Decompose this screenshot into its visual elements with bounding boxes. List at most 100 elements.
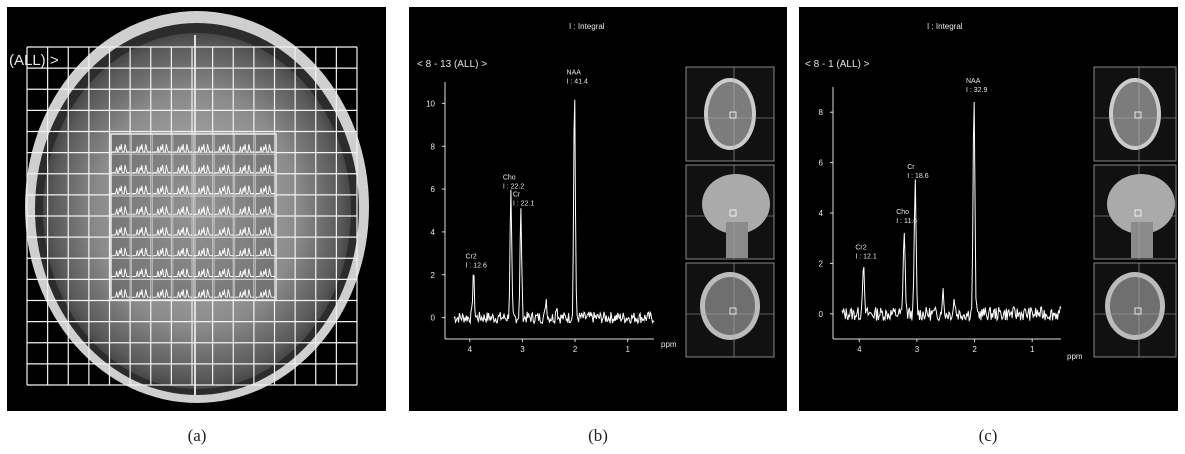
- mini-spectrum: [235, 289, 255, 299]
- panel-a-label: (ALL) >: [9, 52, 59, 69]
- mini-spectrum: [152, 185, 172, 195]
- mini-spectrum: [235, 227, 255, 236]
- coronal-thumbnail-brain: [1110, 277, 1160, 335]
- mini-spectrum: [255, 227, 275, 236]
- y-tick-label: 8: [431, 142, 436, 151]
- chart-title: < 8 - 1 (ALL) >: [805, 59, 870, 70]
- y-tick-label: 10: [426, 99, 435, 108]
- mini-spectrum: [152, 144, 172, 153]
- mini-spectrum: [214, 268, 234, 278]
- peak-integral-label: I : 32.9: [966, 87, 988, 94]
- mini-spectrum: [152, 164, 172, 174]
- chart-header: I : Integral: [569, 22, 605, 31]
- mini-spectrum: [173, 185, 193, 195]
- spectrum-line: [453, 99, 655, 325]
- mini-spectrum: [255, 164, 275, 174]
- mini-spectrum: [111, 206, 131, 215]
- coronal-thumbnail-voxel: [729, 307, 737, 315]
- caption-c: (c): [978, 426, 998, 445]
- mini-spectrum: [194, 268, 214, 278]
- mri-grid-panel: (ALL) >: [7, 7, 386, 411]
- mini-spectrum: [132, 144, 152, 153]
- mini-spectrum: [235, 247, 255, 257]
- mini-spectrum: [214, 185, 234, 195]
- mini-spectrum: [194, 144, 214, 153]
- peak-name-label: Cr: [907, 164, 915, 171]
- caption-a: (a): [187, 426, 207, 445]
- peak-integral-label: I : 11.6: [896, 218, 917, 225]
- sagittal-thumbnail-neck: [726, 222, 748, 258]
- mini-spectrum: [152, 206, 172, 216]
- mini-spectrum: [194, 289, 214, 298]
- x-axis-label: ppm: [661, 340, 677, 349]
- y-tick-label: 4: [431, 228, 436, 237]
- mini-spectrum: [111, 185, 131, 195]
- axial-thumbnail-voxel: [729, 111, 737, 119]
- x-tick-label: 1: [625, 345, 630, 354]
- peak-name-label: Cr2: [465, 254, 476, 261]
- mini-spectrum: [255, 206, 275, 216]
- x-axis-label: ppm: [1067, 352, 1083, 361]
- mini-spectrum: [235, 206, 255, 216]
- mini-spectrum: [173, 164, 193, 174]
- mini-spectrum: [235, 185, 255, 195]
- peak-integral-label: I : 12.1: [855, 253, 877, 260]
- mini-spectrum: [173, 289, 193, 299]
- mini-spectrum: [152, 247, 172, 257]
- axial-thumbnail-voxel: [1134, 111, 1142, 119]
- mini-spectrum: [173, 206, 193, 216]
- mini-spectrum: [132, 227, 152, 236]
- peak-name-label: Cho: [896, 209, 909, 216]
- sagittal-thumbnail-voxel: [1134, 209, 1142, 217]
- mini-spectrum: [152, 289, 172, 299]
- sagittal-thumbnail-head: [1107, 174, 1175, 234]
- mini-spectrum: [194, 247, 214, 257]
- mini-spectrum: [235, 268, 255, 278]
- peak-integral-label: I : 41.4: [567, 78, 589, 85]
- spectrum-chart-c: I : Integral < 8 - 1 (ALL) > ppm 0 2 4 6 8 4 3…: [805, 22, 1177, 361]
- mini-spectrum: [194, 206, 214, 215]
- x-tick-label: 4: [857, 345, 862, 354]
- sagittal-thumbnail-neck: [1131, 222, 1153, 258]
- x-tick-label: 4: [468, 345, 473, 354]
- mri-grid-image: (ALL) >: [9, 11, 369, 403]
- peak-name-label: NAA: [966, 78, 981, 85]
- mini-spectrum: [214, 289, 234, 299]
- sagittal-thumbnail-voxel: [729, 209, 737, 217]
- mini-spectrum: [255, 268, 275, 278]
- mini-spectrum: [152, 227, 172, 236]
- outer-csi-grid: [26, 46, 358, 386]
- localizer-thumbnails: [1093, 66, 1177, 358]
- peak-name-label: Cr2: [855, 244, 866, 251]
- spectrum-chart-b: I : Integral < 8 - 13 (ALL) > ppm 0 2 4 6 8 1…: [417, 22, 775, 358]
- mini-spectrum: [132, 206, 152, 216]
- peak-name-label: Cr: [513, 192, 521, 199]
- x-tick-label: 1: [1030, 345, 1035, 354]
- caption-b: (b): [588, 426, 608, 445]
- mini-spectrum: [255, 289, 275, 299]
- mini-spectrum: [111, 289, 131, 298]
- mini-spectrum: [214, 144, 234, 153]
- mini-spectrum: [132, 247, 152, 257]
- mini-spectrum: [214, 206, 234, 216]
- peak-integral-label: I : 22.1: [513, 201, 535, 208]
- mini-spectrum: [194, 185, 214, 195]
- coronal-thumbnail-brain: [705, 277, 755, 335]
- mini-spectrum: [173, 227, 193, 236]
- mini-spectrum: [132, 185, 152, 195]
- chart-header: I : Integral: [927, 22, 963, 31]
- mini-spectrum: [111, 144, 131, 153]
- y-tick-label: 2: [431, 271, 436, 280]
- y-tick-label: 6: [431, 185, 436, 194]
- spectrum-line: [841, 101, 1062, 323]
- spectrum-panel-b: I : Integral < 8 - 13 (ALL) > ppm 0 2 4 6 8 1…: [409, 7, 787, 411]
- y-tick-label: 0: [431, 314, 436, 323]
- mini-spectrum: [235, 144, 255, 153]
- x-tick-label: 2: [972, 345, 977, 354]
- mini-spectrum: [111, 268, 131, 278]
- plot-area: 0 2 4 6 8 10 4 3 2 1 Cr2 I : 12.6 Cho I : 22.2 Cr I : 2…: [426, 69, 655, 354]
- mini-spectrum: [235, 164, 255, 174]
- y-tick-label: 4: [819, 209, 824, 218]
- y-tick-label: 8: [819, 108, 824, 117]
- mini-spectrum: [214, 164, 234, 174]
